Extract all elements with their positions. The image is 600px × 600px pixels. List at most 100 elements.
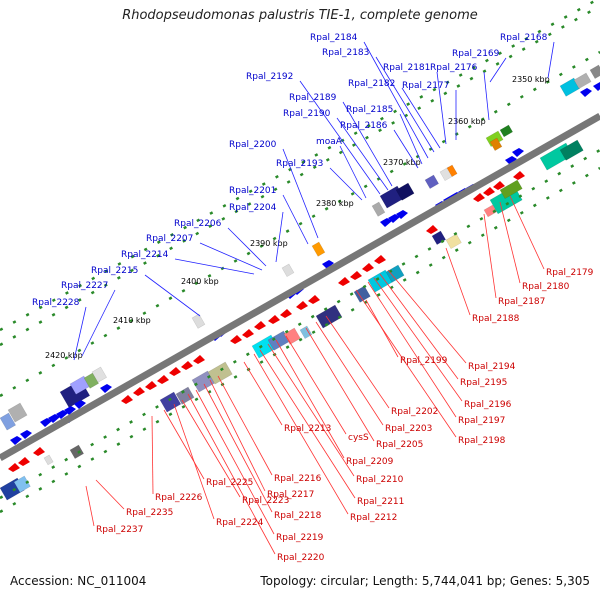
gene-arrow: [48, 414, 60, 423]
leader-line: [499, 201, 521, 284]
gene-label-reverse: Rpal_2180: [522, 282, 570, 292]
gene-label-forward: Rpal_2183: [322, 48, 369, 58]
leader-line: [267, 343, 355, 477]
gene-label-reverse: Rpal_2198: [458, 436, 506, 446]
leader-line: [342, 101, 393, 187]
tick-row: [0, 148, 600, 500]
gene-arrow: [33, 447, 45, 456]
leader-line: [195, 389, 275, 535]
gene-arrow: [18, 457, 30, 466]
gene-label-forward: Rpal_2186: [340, 121, 388, 131]
leader-line: [387, 269, 467, 364]
gene-arrow: [296, 301, 308, 310]
gene-block: [489, 137, 503, 152]
gene-block: [0, 412, 17, 431]
gene-label-forward: Rpal_2215: [91, 266, 138, 276]
gene-arrow: [145, 381, 157, 390]
gene-label-reverse: Rpal_2187: [498, 297, 545, 307]
gene-arrow: [396, 210, 408, 219]
leader-line: [209, 379, 266, 492]
gene-arrow: [133, 387, 145, 396]
leader-line: [151, 415, 154, 495]
leader-line: [174, 258, 255, 275]
gene-arrow: [56, 410, 68, 419]
gene-arrow: [513, 171, 525, 180]
leader-line: [85, 485, 95, 527]
gene-label-forward: Rpal_2177: [402, 81, 449, 91]
leader-line: [489, 57, 507, 83]
gene-label-reverse: Rpal_2202: [391, 407, 438, 417]
leader-line: [275, 339, 345, 459]
gene-label-reverse: Rpal_2220: [277, 553, 325, 563]
gene-arrow: [388, 214, 400, 223]
accession-text: Accession: NC_011004: [10, 574, 147, 588]
gene-arrow: [74, 400, 86, 409]
gene-arrow: [8, 463, 20, 472]
backbone-line: [0, 112, 600, 462]
leader-line: [144, 274, 201, 317]
gene-label-forward: Rpal_2207: [146, 234, 193, 244]
gene-block: [91, 366, 108, 383]
gene-label-reverse: Rpal_2218: [274, 511, 322, 521]
gene-arrow: [157, 375, 169, 384]
leader-line: [95, 479, 125, 510]
gene-arrow: [308, 295, 320, 304]
gene-block: [69, 444, 85, 460]
gene-label-forward: Rpal_2184: [310, 33, 358, 43]
gene-label-forward: Rpal_2181: [383, 63, 430, 73]
gene-label-reverse: cysS: [348, 433, 369, 443]
gene-label-reverse: Rpal_2195: [460, 378, 507, 388]
gene-label-reverse: Rpal_2196: [464, 400, 512, 410]
leader-line: [203, 383, 273, 513]
gene-label-forward: Rpal_2176: [430, 63, 478, 73]
leader-line: [299, 80, 381, 195]
gene-label-reverse: Rpal_2210: [356, 475, 404, 485]
gene-label-forward: Rpal_2201: [229, 186, 276, 196]
leader-line: [379, 273, 459, 380]
scale-label: 2410 kbp: [113, 316, 151, 325]
gene-arrow: [512, 148, 524, 157]
scale-label: 2390 kbp: [250, 239, 288, 248]
gene-label-forward: Rpal_2182: [348, 79, 395, 89]
gene-label-reverse: Rpal_2216: [274, 474, 322, 484]
gene-label-forward: Rpal_2189: [289, 93, 337, 103]
gene-block: [395, 182, 415, 201]
gene-arrow: [322, 260, 334, 269]
scale-label: 2360 kbp: [448, 117, 486, 126]
gene-block: [311, 241, 326, 257]
gene-arrow: [230, 335, 242, 344]
leader-line: [373, 277, 463, 402]
leader-line: [181, 399, 241, 498]
gene-block: [299, 325, 313, 340]
gene-arrow: [580, 88, 592, 97]
gene-block: [424, 174, 440, 190]
scale-label: 2380 kbp: [316, 199, 354, 208]
gene-arrow: [350, 271, 362, 280]
gene-arrow: [169, 367, 181, 376]
scale-label: 2400 kbp: [181, 277, 219, 286]
gene-block: [559, 139, 584, 161]
gene-block: [175, 386, 195, 405]
gene-label-reverse: Rpal_2237: [96, 525, 143, 535]
gene-label-reverse: Rpal_2225: [206, 478, 253, 488]
gene-block: [281, 263, 295, 278]
tick-row: [0, 4, 600, 347]
tick-row: [0, 0, 599, 332]
gene-block: [573, 72, 592, 90]
gene-label-forward: Rpal_2228: [32, 298, 80, 308]
gene-block: [191, 313, 206, 329]
leader-line: [483, 213, 497, 299]
gene-arrow: [426, 225, 438, 234]
scale-label: 2420 kbp: [45, 351, 83, 360]
gene-label-reverse: Rpal_2213: [284, 424, 331, 434]
gene-block: [483, 204, 498, 218]
gene-block: [445, 233, 462, 250]
gene-label-reverse: Rpal_2199: [400, 356, 448, 366]
leader-line: [547, 41, 555, 79]
gene-block: [499, 124, 514, 138]
gene-label-forward: Rpal_2169: [452, 49, 500, 59]
gene-label-reverse: Rpal_2217: [267, 490, 314, 500]
leader-line: [329, 167, 363, 201]
gene-block: [159, 391, 182, 413]
leader-line: [365, 299, 399, 358]
